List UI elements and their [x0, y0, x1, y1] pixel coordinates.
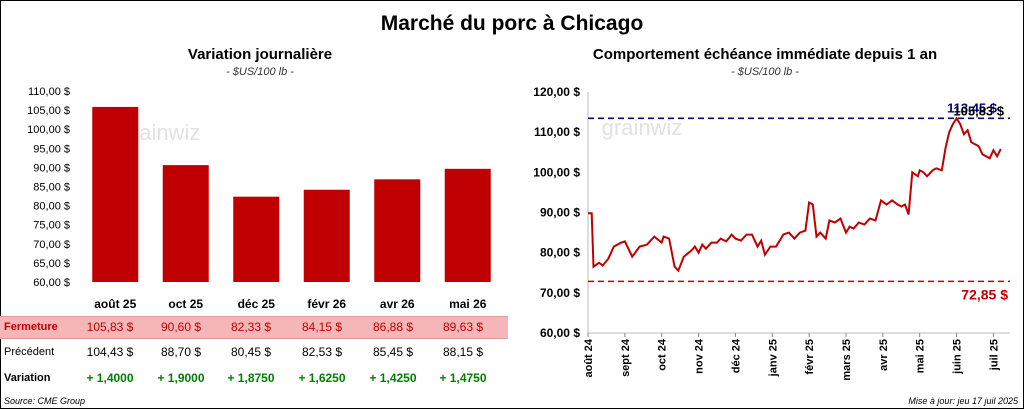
bar: [92, 106, 139, 282]
x-tick-label: mars 25: [841, 339, 853, 381]
last-value-label: 105,83 $: [953, 103, 1004, 118]
left-chart-subtitle: - $US/100 lb -: [226, 66, 294, 78]
y-tick-label: 65,00 $: [33, 258, 70, 270]
table-cell: 86,88 $: [372, 320, 414, 334]
x-tick-label: oct 24: [657, 338, 669, 371]
table-cell: 82,33 $: [230, 320, 272, 334]
y-tick-label: 95,00 $: [33, 143, 70, 155]
bar: [233, 196, 280, 282]
table-cell: 88,70 $: [160, 345, 202, 359]
table-cell: 105,83 $: [86, 320, 134, 334]
table-cell: 85,45 $: [372, 345, 414, 359]
row-label: Précédent: [4, 346, 55, 358]
x-tick-label: août 25: [94, 297, 136, 311]
x-tick-label: sept 24: [620, 338, 632, 377]
watermark: grainwiz: [602, 115, 683, 140]
bar: [162, 165, 209, 282]
x-tick-label: oct 25: [168, 297, 203, 311]
right-chart-subtitle: - $US/100 lb -: [731, 66, 799, 78]
bar: [303, 189, 350, 282]
y-tick-label: 80,00 $: [33, 201, 70, 213]
page-title: Marché du porc à Chicago: [380, 12, 644, 35]
right-chart-title: Comportement échéance immédiate depuis 1…: [592, 46, 938, 63]
table-cell: + 1,4250: [369, 371, 417, 385]
x-tick-label: nov 24: [694, 338, 706, 374]
bar: [444, 168, 491, 282]
y-tick-label: 110,00 $: [28, 86, 70, 98]
table-cell: 84,15 $: [301, 320, 343, 334]
table-cell: 80,45 $: [230, 345, 272, 359]
x-tick-label: mai 26: [449, 297, 487, 311]
price-line: [588, 116, 1002, 273]
table-cell: + 1,6250: [298, 371, 346, 385]
bar: [374, 179, 421, 282]
table-cell: 88,15 $: [442, 345, 484, 359]
x-tick-label: juil 25: [988, 339, 1000, 371]
x-tick-label: mai 25: [915, 339, 927, 373]
y-tick-label: 110,00 $: [534, 125, 580, 139]
y-tick-label: 60,00 $: [33, 277, 70, 289]
x-tick-label: avr 26: [380, 297, 415, 311]
y-tick-label: 75,00 $: [33, 220, 70, 232]
x-tick-label: août 24: [583, 338, 595, 377]
table-cell: + 1,9000: [157, 371, 205, 385]
y-tick-label: 90,00 $: [33, 162, 70, 174]
row-label: Fermeture: [4, 321, 58, 333]
y-tick-label: 105,00 $: [27, 105, 70, 117]
x-tick-label: déc 24: [730, 338, 742, 373]
table-cell: 90,60 $: [160, 320, 202, 334]
y-tick-label: 85,00 $: [33, 182, 70, 194]
table-row: Variation + 1,4000 + 1,9000 + 1,8750 + 1,625…: [0, 368, 508, 389]
table-row: Précédent 104,43 $ 88,70 $ 80,45 $ 82,53 $ 85…: [0, 342, 508, 363]
table-cell: 89,63 $: [442, 320, 484, 334]
x-tick-label: juin 25: [952, 339, 964, 375]
y-tick-label: 70,00 $: [33, 239, 70, 251]
table-row: Fermeture 105,83 $ 90,60 $ 82,33 $ 84,15 $ 86…: [0, 316, 508, 339]
y-tick-label: 100,00 $: [27, 124, 70, 136]
y-tick-label: 100,00 $: [533, 165, 580, 179]
y-tick-label: 70,00 $: [540, 286, 580, 300]
y-tick-label: 90,00 $: [540, 206, 580, 220]
table-cell: 104,43 $: [86, 345, 134, 359]
update-note: Mise à jour: jeu 17 juil 2025: [908, 396, 1018, 406]
bar-chart: 60,00 $ 65,00 $ 70,00 $ 75,00 $ 80,00 $ 85,00…: [27, 86, 491, 311]
left-chart-title: Variation journalière: [187, 46, 333, 63]
y-tick-label: 120,00 $: [533, 85, 580, 99]
max-label: 113,45 $: [947, 100, 998, 115]
x-tick-label: avr 25: [878, 339, 890, 371]
x-tick-label: févr 25: [804, 339, 816, 374]
table-cell: + 1,8750: [227, 371, 275, 385]
x-tick-label: févr 26: [307, 297, 346, 311]
min-label: 72,85 $: [961, 286, 1008, 302]
x-tick-label: déc 25: [238, 297, 276, 311]
row-label: Variation: [4, 372, 51, 384]
source-note: Source: CME Group: [4, 396, 86, 406]
y-tick-label: 60,00 $: [540, 326, 580, 340]
line-chart: 60,00 $ 70,00 $ 80,00 $ 90,00 $ 100,00 $ 110,…: [533, 85, 1010, 381]
table-cell: + 1,4000: [86, 371, 134, 385]
y-tick-label: 80,00 $: [540, 246, 580, 260]
table-cell: 82,53 $: [301, 345, 343, 359]
x-tick-label: janv 25: [767, 339, 779, 377]
table-cell: + 1,4750: [439, 371, 487, 385]
